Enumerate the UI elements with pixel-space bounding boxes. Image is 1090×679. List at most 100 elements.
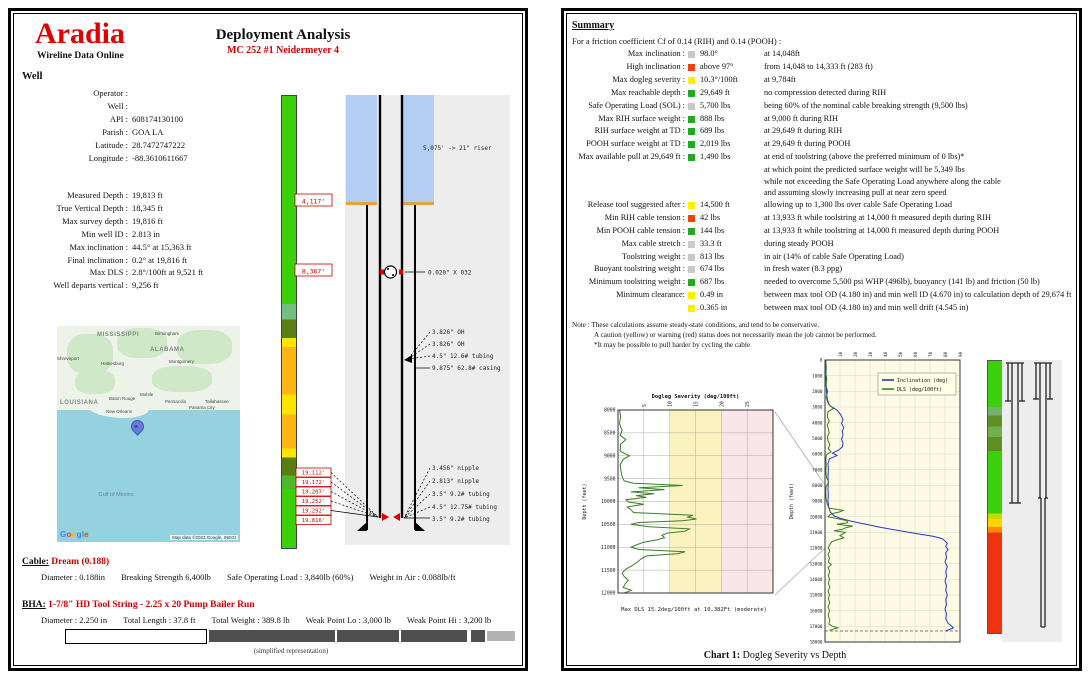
summary-row-desc: no compression detected during RIH bbox=[764, 87, 887, 97]
y-tick-label: 5000 bbox=[812, 436, 823, 442]
status-square-icon bbox=[688, 115, 695, 123]
summary-row-desc-extra: at which point the predicted surface wei… bbox=[764, 165, 965, 175]
info-value: 19,813 ft bbox=[132, 190, 163, 200]
summary-row: Max RIH surface weight : 888 lbs at 9,000 … bbox=[570, 113, 1076, 126]
summary-row-desc: during steady POOH bbox=[764, 238, 834, 248]
spec-item: Safe Operating Load : 3,840lb (60%) bbox=[226, 572, 354, 582]
y-tick-label: 16000 bbox=[810, 608, 823, 614]
completion-annotation: 3.5" 9.2# tubing bbox=[432, 516, 490, 523]
y-tick-label: 2000 bbox=[812, 389, 823, 395]
summary-row-desc: between max tool OD (4.180 in) and min w… bbox=[764, 290, 1072, 300]
summary-row-value: 14,500 ft bbox=[700, 199, 730, 209]
depth-marker-box bbox=[294, 193, 333, 207]
summary-row: Safe Operating Load (SOL) : 5,700 lbs bein… bbox=[570, 100, 1076, 113]
info-value: 0.2° at 19,816 ft bbox=[132, 254, 188, 265]
info-value: 18,345 ft bbox=[132, 202, 163, 213]
y-tick-label: 8500 bbox=[604, 431, 616, 437]
summary-row-desc: in fresh water (8.3 ppg) bbox=[764, 264, 843, 274]
map-city-label: Shreveport bbox=[57, 356, 80, 361]
legend-label: DLS (deg/100ft) bbox=[897, 387, 942, 393]
summary-row-desc: being 60% of the nominal cable breaking … bbox=[764, 100, 968, 110]
completion-annotation: 2.813" nipple bbox=[432, 478, 479, 485]
toolstring-segment bbox=[65, 628, 207, 644]
summary-intro: For a friction coefficient Cf of 0.14 (R… bbox=[572, 36, 782, 46]
annotation-leader bbox=[403, 493, 431, 519]
mudline bbox=[403, 202, 434, 205]
map-city-label: Hattiesburg bbox=[101, 361, 125, 366]
chart-connector-lines bbox=[774, 411, 826, 596]
tubing-end-arrow bbox=[382, 513, 389, 521]
note-line: *It may be possible to pull harder by cy… bbox=[594, 341, 751, 349]
well-details-list: Measured Depth : 19,813 ft True Vertical D… bbox=[26, 189, 203, 292]
bha-heading-label: BHA: bbox=[22, 600, 46, 610]
info-row: Latitude : 28.7472747222 bbox=[26, 139, 188, 152]
toolstring-segment bbox=[401, 630, 467, 642]
x-tick-label: 50 bbox=[898, 351, 904, 357]
completion-annotation: 3.456" nipple bbox=[432, 465, 479, 472]
riser-water-right bbox=[403, 95, 434, 202]
annotation-leader bbox=[403, 480, 431, 519]
summary-rows: Max inclination : 98.0° at 14,048ft High in… bbox=[570, 48, 1076, 315]
summary-row-desc-extra: while not exceeding the Safe Operating L… bbox=[764, 176, 1001, 186]
summary-row-value: 689 lbs bbox=[700, 126, 725, 136]
x-tick-label: 25 bbox=[745, 401, 751, 407]
spec-item: Weight in Air : 0.088lb/ft bbox=[369, 572, 456, 582]
status-square-icon bbox=[688, 89, 695, 97]
x-tick-label: 40 bbox=[883, 351, 889, 357]
google-logo-letter: G bbox=[60, 530, 67, 539]
info-value: 2.8°/100ft at 9,521 ft bbox=[132, 267, 204, 278]
map-attribution: Map data ©2023 Google, INEGI bbox=[170, 535, 238, 540]
toolstring-graphic bbox=[65, 628, 515, 644]
map-city-label: New Orleans bbox=[106, 409, 133, 414]
summary-row: Release tool suggested after : 14,500 ft a… bbox=[570, 199, 1076, 212]
summary-row: Min POOH cable tension : 144 lbs at 13,933… bbox=[570, 225, 1076, 238]
map-terrain-patch bbox=[67, 334, 113, 374]
info-key: Latitude : bbox=[95, 139, 128, 150]
marker-leader bbox=[330, 510, 379, 518]
summary-row-desc: at 9,000 ft during RIH bbox=[764, 113, 838, 123]
page-subtitle: MC 252 #1 Neidermeyer 4 bbox=[226, 45, 339, 56]
info-row: Well departs vertical : 9,256 ft bbox=[26, 279, 203, 292]
page-right: Summary For a friction coefficient Cf of… bbox=[561, 8, 1082, 671]
summary-row: RIH surface weight at TD : 689 lbs at 29,6… bbox=[570, 125, 1076, 138]
status-square-icon bbox=[688, 279, 695, 287]
well-section-heading: Well bbox=[22, 71, 43, 82]
summary-row: POOH surface weight at TD : 2,019 lbs at 2… bbox=[570, 138, 1076, 151]
logo-subtitle: Wireline Data Online bbox=[37, 51, 124, 61]
summary-row-label: High inclination : bbox=[626, 61, 685, 71]
x-tick-label: 10 bbox=[838, 351, 844, 357]
y-tick-label: 14000 bbox=[810, 577, 823, 583]
map-pin-icon bbox=[128, 417, 147, 436]
cable-specs: Diameter : 0.188in Breaking Strength 6,40… bbox=[41, 572, 471, 582]
info-key: Min well ID : bbox=[81, 228, 128, 239]
completion-annotation: 3.826" OH bbox=[432, 341, 465, 348]
info-row: Well : bbox=[26, 100, 188, 113]
summary-row-desc: allowing up to 1,300 lbs over cable Safe… bbox=[764, 199, 953, 209]
summary-row-desc: at 13,933 ft while toolstring at 14,000 … bbox=[764, 225, 1000, 235]
summary-row: Min RIH cable tension : 42 lbs at 13,933 f… bbox=[570, 212, 1076, 225]
cable-heading: Cable: Dream (0.188) bbox=[22, 557, 109, 567]
map-state-label: MISSISSIPPI bbox=[97, 332, 140, 338]
page-left: Aradia Wireline Data Online Deployment A… bbox=[8, 8, 528, 671]
completion-annotation: 9.875" 62.8# casing bbox=[432, 365, 501, 372]
summary-row: Max dogleg severity : 10.3°/100ft at 9,784… bbox=[570, 74, 1076, 87]
summary-row-desc: in air (14% of cable Safe Operating Load… bbox=[764, 251, 904, 261]
info-value: 44.5° at 15,363 ft bbox=[132, 241, 192, 252]
status-square-icon bbox=[688, 214, 695, 222]
y-tick-label: 7000 bbox=[812, 467, 823, 473]
x-tick-label: 60 bbox=[913, 351, 919, 357]
google-logo: Google bbox=[60, 530, 89, 539]
summary-row-value: 687 lbs bbox=[700, 277, 725, 287]
info-value: 2.813 in bbox=[132, 228, 160, 239]
circle-shape bbox=[392, 274, 394, 276]
info-value: 19,816 ft bbox=[132, 215, 163, 226]
DLS (deg/100ft) bbox=[825, 359, 853, 631]
summary-row-label: Max dogleg severity : bbox=[612, 74, 685, 84]
summary-row-value: 98.0° bbox=[700, 49, 718, 58]
summary-row-label: Minimum toolstring weight : bbox=[588, 277, 685, 287]
y-tick-label: 12000 bbox=[810, 546, 823, 552]
info-row: Min well ID : 2.813 in bbox=[26, 228, 203, 241]
summary-row: Buoyant toolstring weight : 674 lbs in fre… bbox=[570, 263, 1076, 276]
map-water-label: Gulf of Mexico bbox=[98, 492, 134, 498]
